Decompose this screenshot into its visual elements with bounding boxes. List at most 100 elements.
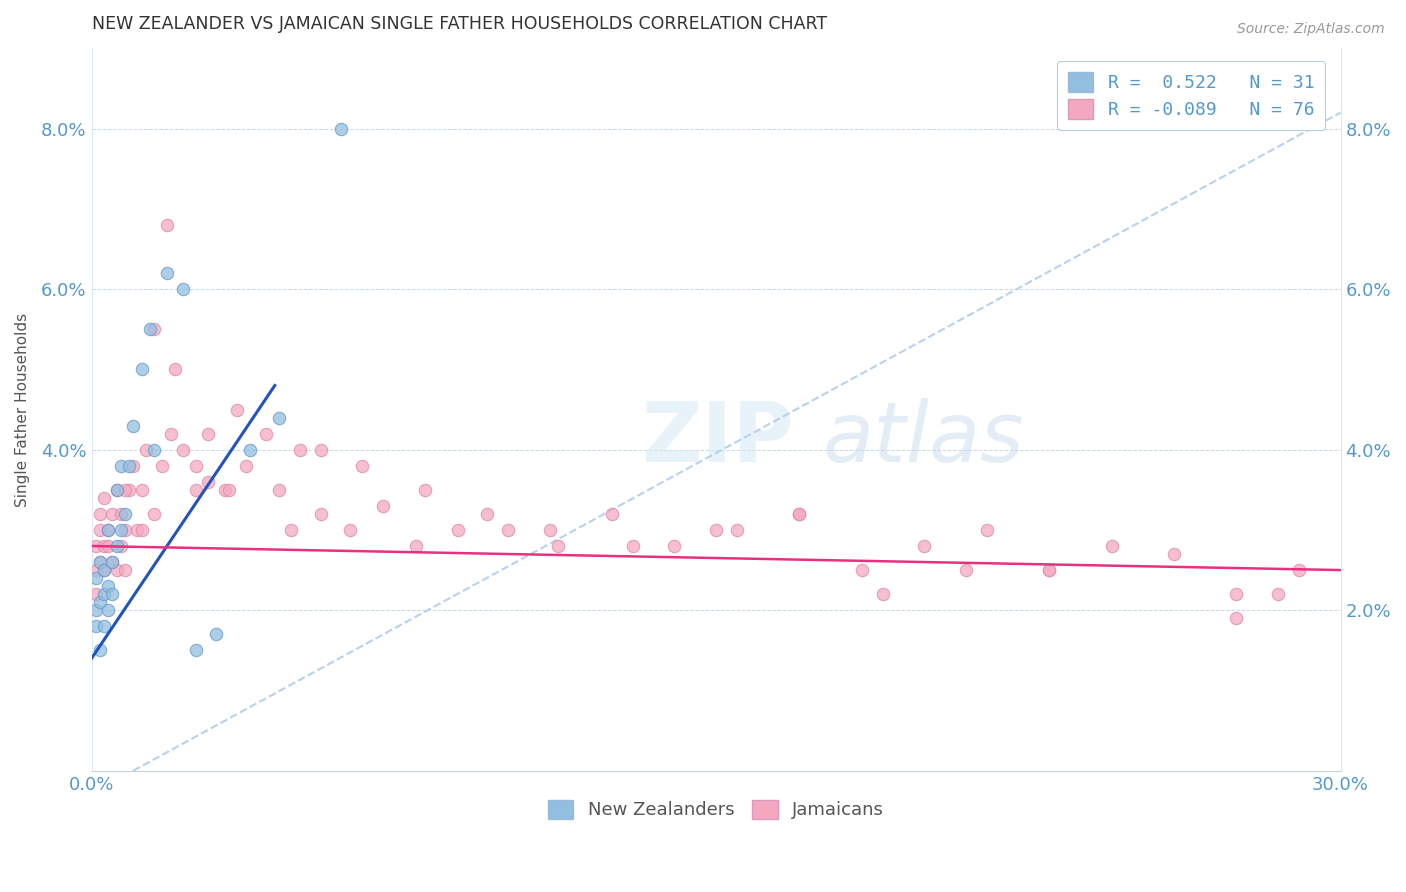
Point xyxy=(235,458,257,473)
Text: NEW ZEALANDER VS JAMAICAN SINGLE FATHER HOUSEHOLDS CORRELATION CHART: NEW ZEALANDER VS JAMAICAN SINGLE FATHER … xyxy=(91,15,827,33)
Point xyxy=(93,563,115,577)
Point xyxy=(118,483,141,497)
Point xyxy=(1288,563,1310,577)
Point xyxy=(93,563,115,577)
Point xyxy=(184,483,207,497)
Point xyxy=(114,563,136,577)
Point xyxy=(131,362,153,376)
Point xyxy=(114,523,136,537)
Point xyxy=(143,442,166,457)
Point xyxy=(789,507,811,521)
Point xyxy=(197,426,219,441)
Point xyxy=(1225,611,1247,625)
Point xyxy=(97,603,120,617)
Point xyxy=(851,563,873,577)
Point xyxy=(122,458,145,473)
Legend: New Zealanders, Jamaicans: New Zealanders, Jamaicans xyxy=(541,792,891,827)
Point xyxy=(122,418,145,433)
Point xyxy=(84,619,107,633)
Point xyxy=(127,523,149,537)
Point xyxy=(1038,563,1060,577)
Point xyxy=(84,587,107,601)
Point xyxy=(1267,587,1289,601)
Point xyxy=(218,483,240,497)
Point xyxy=(84,571,107,585)
Point xyxy=(97,579,120,593)
Point xyxy=(118,458,141,473)
Point xyxy=(352,458,374,473)
Point xyxy=(197,475,219,489)
Point xyxy=(912,539,935,553)
Point xyxy=(309,507,332,521)
Point xyxy=(135,442,157,457)
Point xyxy=(89,595,111,609)
Point xyxy=(97,523,120,537)
Point xyxy=(155,218,177,232)
Point xyxy=(184,643,207,657)
Point xyxy=(114,483,136,497)
Y-axis label: Single Father Households: Single Father Households xyxy=(15,312,30,507)
Point xyxy=(110,507,132,521)
Point xyxy=(1225,587,1247,601)
Point xyxy=(309,442,332,457)
Point xyxy=(101,507,124,521)
Point xyxy=(704,523,727,537)
Point xyxy=(172,282,194,296)
Point xyxy=(139,322,162,336)
Point xyxy=(110,539,132,553)
Point xyxy=(267,410,290,425)
Point xyxy=(789,507,811,521)
Point xyxy=(89,643,111,657)
Point xyxy=(159,426,181,441)
Point xyxy=(239,442,262,457)
Point xyxy=(226,402,249,417)
Point xyxy=(101,555,124,569)
Point xyxy=(621,539,644,553)
Point xyxy=(97,539,120,553)
Point xyxy=(172,442,194,457)
Point xyxy=(447,523,470,537)
Point xyxy=(101,587,124,601)
Point xyxy=(184,458,207,473)
Point xyxy=(1038,563,1060,577)
Point xyxy=(1101,539,1123,553)
Point xyxy=(93,619,115,633)
Point xyxy=(538,523,561,537)
Point xyxy=(339,523,361,537)
Point xyxy=(413,483,436,497)
Point xyxy=(84,563,107,577)
Point xyxy=(84,539,107,553)
Point xyxy=(664,539,686,553)
Point xyxy=(280,523,302,537)
Point xyxy=(89,507,111,521)
Point xyxy=(256,426,278,441)
Point xyxy=(89,555,111,569)
Point xyxy=(496,523,519,537)
Point xyxy=(105,563,128,577)
Point xyxy=(93,587,115,601)
Point xyxy=(105,539,128,553)
Text: ZIP: ZIP xyxy=(641,398,793,479)
Point xyxy=(163,362,186,376)
Point xyxy=(143,507,166,521)
Point xyxy=(547,539,569,553)
Point xyxy=(114,507,136,521)
Point xyxy=(955,563,977,577)
Point xyxy=(105,483,128,497)
Point xyxy=(89,523,111,537)
Point xyxy=(725,523,748,537)
Point xyxy=(84,603,107,617)
Point xyxy=(93,539,115,553)
Point xyxy=(288,442,311,457)
Point xyxy=(330,121,353,136)
Point xyxy=(600,507,623,521)
Point xyxy=(405,539,427,553)
Point xyxy=(872,587,894,601)
Point xyxy=(131,523,153,537)
Point xyxy=(155,266,177,280)
Point xyxy=(150,458,173,473)
Point xyxy=(97,523,120,537)
Point xyxy=(976,523,998,537)
Point xyxy=(110,458,132,473)
Point xyxy=(205,627,228,641)
